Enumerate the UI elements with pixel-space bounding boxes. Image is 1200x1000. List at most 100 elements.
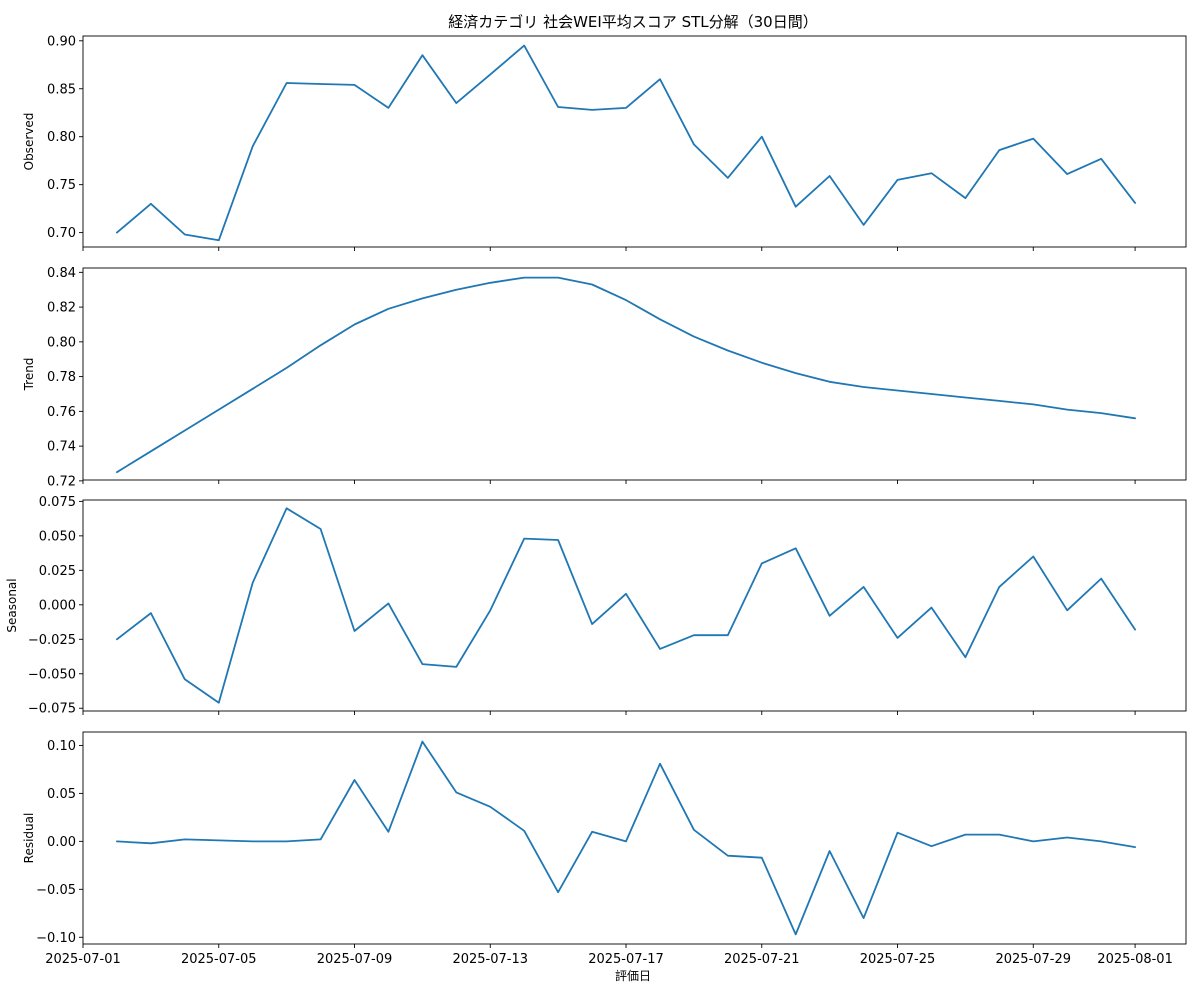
data-point (218, 702, 220, 704)
data-point (998, 400, 1000, 402)
y-tick-label: 0.80 (47, 335, 76, 350)
y-tick-label: −0.075 (28, 702, 76, 717)
data-point (795, 547, 797, 549)
data-point (761, 857, 763, 859)
data-point (557, 539, 559, 541)
data-point (286, 840, 288, 842)
data-point (693, 829, 695, 831)
plot-frame (82, 731, 1187, 945)
data-point (320, 83, 322, 85)
data-point (659, 763, 661, 765)
series-line-seasonal (116, 507, 1136, 704)
data-point (184, 234, 186, 236)
data-point (693, 143, 695, 145)
data-point (795, 933, 797, 935)
data-point (320, 838, 322, 840)
y-tick-label: 0.10 (47, 739, 76, 754)
data-point (455, 289, 457, 291)
data-point (998, 834, 1000, 836)
data-point (795, 372, 797, 374)
y-tick-label: 0.85 (47, 82, 76, 97)
data-point (218, 409, 220, 411)
data-point (489, 806, 491, 808)
x-tick-label: 2025-07-05 (181, 952, 257, 967)
panels: 0.70 0.75 0.80 0.85 0.90 Observed 0.72 0.74 0.76… (5, 34, 1187, 967)
data-point (659, 78, 661, 80)
y-tick-label: 0.000 (39, 598, 76, 613)
y-tick-label: 0.00 (47, 835, 76, 850)
chart-title: 経済カテゴリ 社会WEI平均スコア STL分解（30日間） (448, 13, 817, 31)
data-point (150, 450, 152, 452)
data-point (320, 344, 322, 346)
plot-frame (82, 35, 1187, 248)
panel-residual: −0.10 −0.05 0.00 0.05 0.10 Residual 2025-07-01… (22, 731, 1187, 967)
data-point (863, 917, 865, 919)
data-point (897, 390, 899, 392)
data-point (591, 623, 593, 625)
y-axis-label: Observed (22, 113, 36, 171)
data-point (1100, 158, 1102, 160)
data-point (897, 179, 899, 181)
data-point (829, 175, 831, 177)
data-point (421, 741, 423, 743)
y-tick-label: 0.72 (47, 474, 76, 489)
data-point (964, 656, 966, 658)
data-point (1134, 417, 1136, 419)
data-point (354, 323, 356, 325)
data-point (116, 232, 118, 234)
y-tick-label: 0.80 (47, 130, 76, 145)
data-point (863, 224, 865, 226)
data-point (557, 106, 559, 108)
y-tick-label: 0.025 (39, 564, 76, 579)
data-point (930, 393, 932, 395)
data-point (863, 386, 865, 388)
data-point (964, 396, 966, 398)
data-point (354, 84, 356, 86)
data-point (1100, 578, 1102, 580)
data-point (693, 336, 695, 338)
data-point (421, 663, 423, 665)
data-point (320, 528, 322, 530)
data-point (150, 612, 152, 614)
x-tick-label: 2025-08-01 (1097, 952, 1173, 967)
y-tick-label: 0.84 (47, 266, 76, 281)
data-point (863, 586, 865, 588)
data-point (1032, 556, 1034, 558)
data-point (625, 593, 627, 595)
data-point (591, 831, 593, 833)
data-point (761, 136, 763, 138)
data-point (523, 538, 525, 540)
data-point (1134, 629, 1136, 631)
x-tick-label: 2025-07-29 (995, 952, 1071, 967)
y-axis-label: Trend (22, 358, 36, 392)
data-point (1134, 202, 1136, 204)
data-point (727, 177, 729, 179)
y-axis-label: Residual (22, 813, 36, 864)
data-point (218, 239, 220, 241)
data-point (387, 602, 389, 604)
data-point (523, 277, 525, 279)
data-point (1066, 409, 1068, 411)
data-point (761, 362, 763, 364)
y-tick-label: 0.90 (47, 34, 76, 49)
data-point (218, 839, 220, 841)
data-point (252, 145, 254, 147)
data-point (286, 507, 288, 509)
data-point (116, 471, 118, 473)
x-tick-label: 2025-07-25 (860, 952, 936, 967)
data-point (387, 831, 389, 833)
data-point (930, 845, 932, 847)
y-tick-label: 0.70 (47, 226, 76, 241)
data-point (116, 638, 118, 640)
data-point (1134, 846, 1136, 848)
data-point (659, 318, 661, 320)
data-point (421, 297, 423, 299)
series-line-residual (116, 740, 1136, 936)
y-tick-label: 0.74 (47, 440, 76, 455)
data-point (184, 429, 186, 431)
data-point (625, 107, 627, 109)
data-point (829, 850, 831, 852)
y-tick-label: 0.75 (47, 178, 76, 193)
data-point (455, 102, 457, 104)
data-point (421, 54, 423, 56)
